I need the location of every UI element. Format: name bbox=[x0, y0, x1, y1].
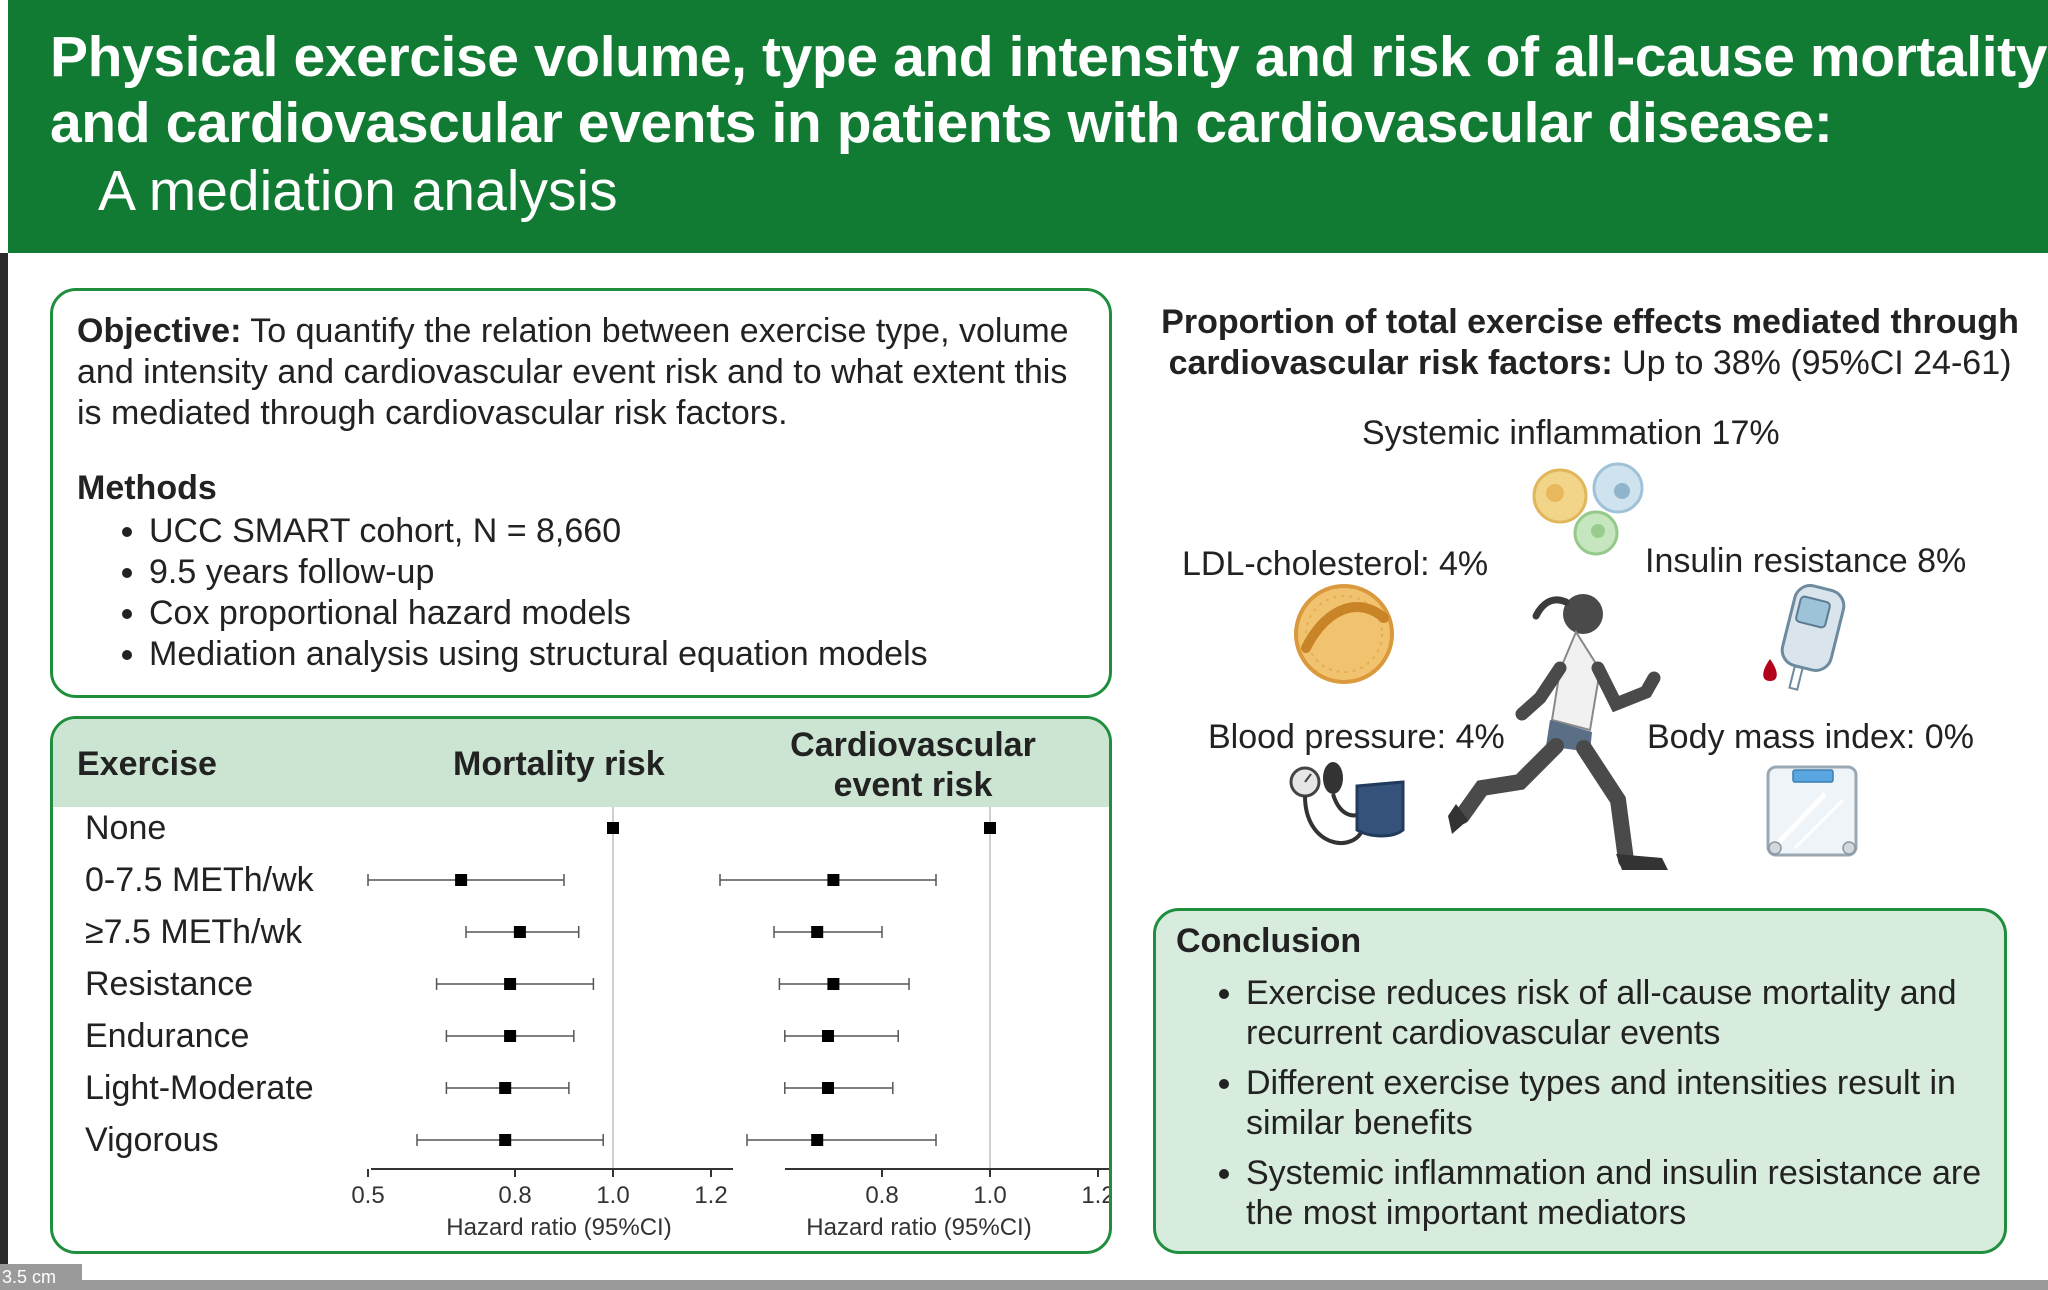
header-mortality: Mortality risk bbox=[453, 745, 665, 783]
mortality-point-estimate bbox=[499, 1134, 512, 1146]
methods-item: UCC SMART cohort, N = 8,660 bbox=[149, 511, 1085, 552]
blood-pressure-cuff-icon bbox=[1289, 762, 1405, 845]
conclusion-title: Conclusion bbox=[1176, 922, 1362, 960]
forest-plot: 0.5 0.8 1.0 1.2 Hazard ratio (95%CI) 0.8 1.0 1.… bbox=[351, 807, 1112, 1241]
mortality-point-estimate bbox=[607, 822, 619, 834]
header-cv: Cardiovascular event risk bbox=[790, 726, 1036, 804]
mortality-point-estimate bbox=[504, 978, 517, 990]
forest-header: Exercise Mortality risk Cardiovascular e… bbox=[53, 719, 1109, 807]
header-exercise: Exercise bbox=[77, 745, 217, 783]
ruler-tag: 3.5 cm bbox=[0, 1264, 82, 1290]
proportion-title: Proportion of total exercise effects med… bbox=[1161, 303, 2019, 382]
mortality-point-estimate bbox=[504, 1030, 517, 1042]
row-label: 0-7.5 METh/wk bbox=[85, 861, 314, 899]
subtitle: A mediation analysis bbox=[98, 159, 618, 223]
mortality-tick-label: 0.5 bbox=[351, 1182, 384, 1209]
conclusion-item: Exercise reduces risk of all-cause morta… bbox=[1246, 973, 1984, 1053]
title-line-1: Physical exercise volume, type and inten… bbox=[50, 25, 2048, 89]
immune-cells-icon bbox=[1532, 462, 1644, 556]
mortality-x-axis-label: Hazard ratio (95%CI) bbox=[446, 1214, 671, 1241]
methods-list: UCC SMART cohort, N = 8,660 9.5 years fo… bbox=[77, 511, 1085, 675]
proportion-text: Proportion of total exercise effects med… bbox=[1150, 302, 2030, 384]
conclusion-list: Exercise reduces risk of all-cause morta… bbox=[1176, 973, 1984, 1233]
row-label: Endurance bbox=[85, 1017, 250, 1055]
cv-point-estimate bbox=[827, 874, 840, 886]
title-line-2: and cardiovascular events in patients wi… bbox=[50, 91, 1833, 155]
methods-item: Mediation analysis using structural equa… bbox=[149, 634, 1085, 675]
mortality-tick-label: 1.0 bbox=[596, 1182, 629, 1209]
weighing-scale-icon bbox=[1766, 765, 1858, 857]
mortality-point-estimate bbox=[499, 1082, 512, 1094]
title: Physical exercise volume, type and inten… bbox=[50, 24, 2047, 156]
methods-item: Cox proportional hazard models bbox=[149, 593, 1085, 634]
mediator-inflammation: Systemic inflammation 17% bbox=[1362, 414, 1780, 452]
objective: Objective: To quantify the relation betw… bbox=[77, 311, 1085, 434]
objective-methods-box: Objective: To quantify the relation betw… bbox=[50, 288, 1112, 698]
forest-plot-box: Exercise Mortality risk Cardiovascular e… bbox=[50, 716, 1112, 1254]
row-label: Resistance bbox=[85, 965, 254, 1003]
conclusion-item: Systemic inflammation and insulin resist… bbox=[1246, 1153, 1984, 1233]
methods-title: Methods bbox=[77, 469, 217, 507]
cv-point-estimate bbox=[822, 1030, 834, 1042]
cv-tick-label: 0.8 bbox=[865, 1182, 898, 1209]
row-label: Vigorous bbox=[85, 1121, 219, 1159]
mortality-tick-label: 1.2 bbox=[694, 1182, 727, 1209]
cv-point-estimate bbox=[827, 978, 840, 990]
row-label: None bbox=[85, 809, 167, 847]
conclusion-box: Conclusion Exercise reduces risk of all-… bbox=[1153, 908, 2007, 1254]
mediator-bp: Blood pressure: 4% bbox=[1208, 718, 1505, 756]
glucometer-icon bbox=[1763, 584, 1846, 691]
runner-icon bbox=[1448, 594, 1668, 870]
objective-label: Objective: bbox=[77, 312, 242, 350]
mortality-point-estimate bbox=[513, 926, 526, 938]
cv-tick-label: 1.0 bbox=[973, 1182, 1006, 1209]
mediator-insulin: Insulin resistance 8% bbox=[1645, 542, 1967, 580]
cv-x-axis-label: Hazard ratio (95%CI) bbox=[806, 1214, 1031, 1241]
proportion-value: Up to 38% (95%CI 24-61) bbox=[1622, 344, 2012, 382]
cv-point-estimate bbox=[811, 1134, 824, 1146]
mediator-ldl: LDL-cholesterol: 4% bbox=[1182, 545, 1489, 583]
cv-point-estimate bbox=[811, 926, 824, 938]
methods-item: 9.5 years follow-up bbox=[149, 552, 1085, 593]
cv-tick-label: 1.2 bbox=[1081, 1182, 1112, 1209]
window-edge bbox=[0, 253, 8, 1290]
objective-text: To quantify the relation between exercis… bbox=[77, 312, 1069, 432]
title-banner: Physical exercise volume, type and inten… bbox=[8, 0, 2048, 253]
mortality-point-estimate bbox=[455, 874, 468, 886]
cv-point-estimate bbox=[984, 822, 996, 834]
mediator-bmi: Body mass index: 0% bbox=[1647, 718, 1974, 756]
conclusion-item: Different exercise types and intensities… bbox=[1246, 1063, 1984, 1143]
row-label: Light-Moderate bbox=[85, 1069, 314, 1107]
mortality-tick-label: 0.8 bbox=[498, 1182, 531, 1209]
cv-point-estimate bbox=[822, 1082, 834, 1094]
bottom-bar bbox=[0, 1280, 2048, 1290]
row-label: ≥7.5 METh/wk bbox=[85, 913, 303, 951]
lipoprotein-icon bbox=[1294, 584, 1394, 684]
